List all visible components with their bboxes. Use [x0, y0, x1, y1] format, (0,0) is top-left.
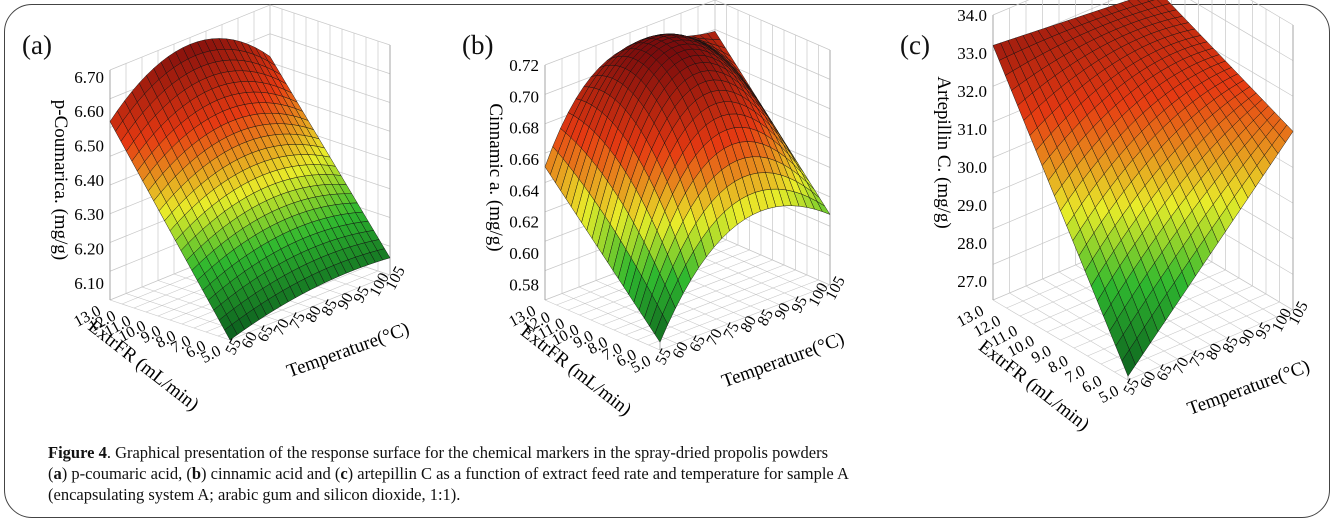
y-tick-label: 65 [255, 323, 278, 345]
z-tick-label: 0.66 [509, 150, 539, 169]
y-tick-label: 55 [653, 346, 676, 368]
z-tick-label: 6.50 [74, 137, 104, 156]
caption-bold-a: a [53, 464, 62, 483]
caption-bold-b: b [191, 464, 202, 483]
caption-line-3: (encapsulating system A; arabic gum and … [48, 485, 461, 504]
tick-labels: 6.706.606.506.406.306.206.1013.012.011.0… [71, 68, 409, 367]
z-axis-title: p-Coumarica. (mg/g) [50, 100, 71, 260]
y-tick-label: 55 [1121, 376, 1144, 398]
y-tick-label: 70 [271, 316, 294, 338]
chart-panel-a: 6.70 6.60 6.50 6.40 6.30 6.20 6.10 13.0 12.0 11.0… [0, 0, 445, 430]
y-tick-label: 95 [351, 284, 374, 306]
z-tick-label: 27.0 [957, 272, 987, 291]
surface-patch [224, 324, 238, 341]
chart-panel-c: 34.0 33.0 32.0 31.0 30.0 29.0 28.0 27.0 13.0 12.0… [878, 0, 1323, 435]
z-tick-label: 6.30 [74, 205, 104, 224]
figure-caption: Figure 4. Graphical presentation of the … [48, 442, 1288, 505]
response-surface [992, 0, 1294, 377]
z-tick-label: 6.10 [74, 274, 104, 293]
z-tick-label: 6.60 [74, 102, 104, 121]
y-tick-label: 70 [1170, 355, 1193, 377]
panel-label-c: (c) [900, 30, 930, 60]
y-tick-label: 90 [772, 300, 795, 322]
z-axis-title: Cinnamic a. (mg/g) [485, 103, 506, 251]
z-tick-label: 31.0 [957, 120, 987, 139]
surface-patch [1121, 349, 1136, 377]
caption-line-1: Figure 4. Graphical presentation of the … [48, 442, 1288, 463]
y-tick-label: 95 [789, 294, 812, 316]
surface-plot-a: 6.706.606.506.406.306.206.1013.012.011.0… [50, 4, 412, 415]
y-tick-label: 75 [287, 310, 310, 332]
y-tick-label: 80 [303, 303, 326, 325]
z-tick-label: 0.64 [509, 181, 539, 200]
y-tick-label: 55 [223, 336, 246, 358]
figure-frame [4, 4, 1330, 518]
z-tick-label: 0.60 [509, 244, 539, 263]
grid-line [544, 0, 831, 66]
z-tick-label: 34.0 [957, 6, 987, 25]
y-tick-label: 80 [738, 313, 761, 335]
z-tick-label: 6.20 [74, 240, 104, 259]
panel-label-a: (a) [22, 30, 52, 60]
response-surface [109, 38, 391, 341]
surface-plot-c: 34.033.032.031.030.029.028.027.013.012.0… [933, 0, 1313, 435]
response-surface [544, 31, 831, 343]
z-tick-label: 0.68 [509, 119, 539, 138]
y-tick-label: 60 [670, 339, 693, 361]
z-tick-label: 6.70 [74, 68, 104, 87]
grid-line [697, 241, 814, 292]
y-axis-title: Temperature(°C) [719, 328, 847, 392]
y-tick-label: 85 [1220, 334, 1243, 356]
caption-figure-label: Figure 4 [48, 443, 107, 462]
y-tick-label: 70 [704, 326, 727, 348]
surface-patch [654, 313, 668, 343]
z-tick-label: 29.0 [957, 196, 987, 215]
caption-text-b: ) cinnamic acid and ( [201, 464, 341, 483]
y-tick-label: 80 [1203, 341, 1226, 363]
y-tick-label: 90 [1236, 327, 1259, 349]
z-tick-label: 6.40 [74, 171, 104, 190]
z-tick-label: 0.62 [509, 213, 539, 232]
y-tick-label: 60 [1137, 369, 1160, 391]
z-axis-title: Artepillin C. (mg/g) [933, 76, 954, 229]
caption-text-a: ) p-coumaric acid, ( [61, 464, 192, 483]
y-tick-label: 65 [1154, 362, 1177, 384]
y-tick-label: 90 [335, 290, 358, 312]
caption-line1-text: . Graphical presentation of the response… [106, 443, 828, 462]
y-tick-label: 65 [687, 333, 710, 355]
caption-paren: ( [48, 464, 54, 483]
z-tick-label: 0.72 [509, 56, 539, 75]
z-tick-label: 28.0 [957, 234, 987, 253]
z-tick-label: 30.0 [957, 158, 987, 177]
y-tick-label: 105 [823, 274, 849, 303]
z-tick-label: 0.70 [509, 87, 539, 106]
y-tick-label: 85 [755, 307, 778, 329]
z-tick-label: 0.58 [509, 275, 539, 294]
caption-bold-c: c [340, 464, 348, 483]
surface-plot-b: 0.720.700.680.660.640.620.600.5813.012.0… [485, 0, 849, 420]
y-tick-label: 75 [721, 320, 744, 342]
y-tick-label: 85 [319, 297, 342, 319]
panel-label-b: (b) [462, 30, 494, 60]
y-tick-label: 75 [1187, 348, 1210, 370]
y-tick-label: 60 [239, 329, 262, 351]
z-tick-label: 33.0 [957, 44, 987, 63]
grid-line [714, 234, 831, 286]
y-tick-label: 95 [1253, 320, 1276, 342]
z-tick-label: 32.0 [957, 82, 987, 101]
caption-line-2: (a) p-coumaric acid, (b) cinnamic acid a… [48, 463, 1288, 484]
caption-text-c: ) artepillin C as a function of extract … [347, 464, 849, 483]
chart-panel-b: 0.72 0.70 0.68 0.66 0.64 0.62 0.60 0.58 13.0 12.0… [440, 0, 885, 430]
